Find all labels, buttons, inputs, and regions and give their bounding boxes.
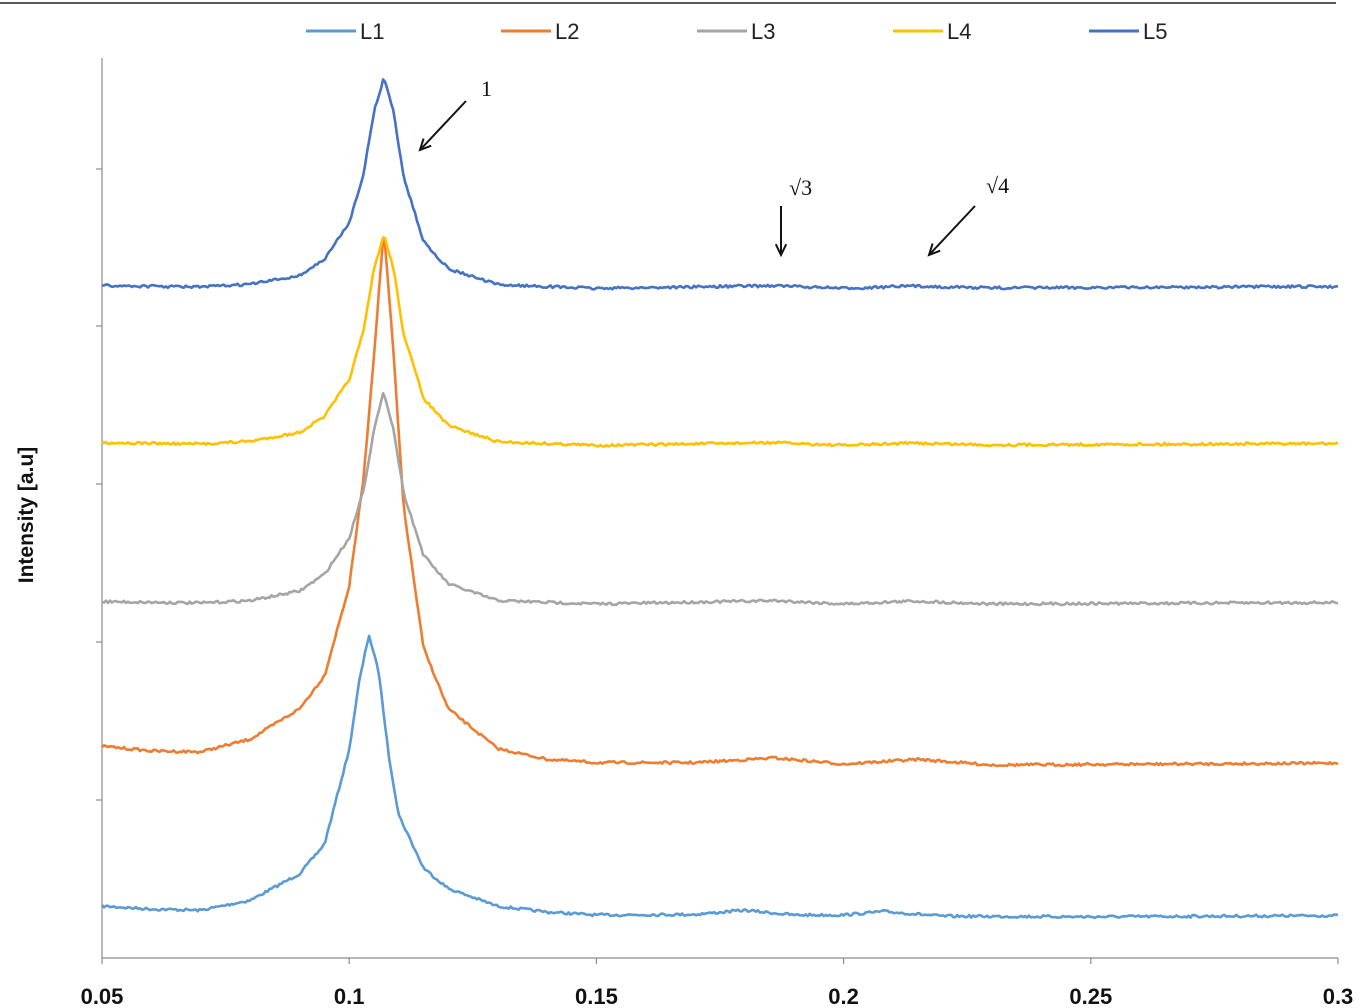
series-line-l4 — [101, 236, 1339, 448]
series-line-l1 — [100, 634, 1339, 920]
legend-label-l2: L2 — [555, 19, 579, 44]
annotation-label: 1 — [481, 76, 492, 101]
annotation-arrow-sqrt4 — [927, 205, 976, 257]
x-tick-label: 0.1 — [334, 984, 365, 1008]
legend: L1 L2 L3 L4 L5 — [306, 19, 1167, 44]
x-tick-label: 0.05 — [81, 984, 124, 1008]
annotation-label: √4 — [986, 173, 1009, 198]
annotation-label: √3 — [789, 175, 812, 200]
annotation-arrow-1 — [418, 100, 467, 152]
annotation-arrow-sqrt3 — [774, 206, 788, 258]
axes: 0.05 0.1 0.15 0.2 0.25 0.3 — [81, 58, 1354, 1008]
legend-label-l3: L3 — [751, 19, 775, 44]
legend-label-l4: L4 — [947, 19, 971, 44]
x-tick-label: 0.2 — [828, 984, 859, 1008]
series-line-l2 — [101, 236, 1339, 768]
y-axis-label: Intensity [a.u] — [15, 447, 38, 584]
series-layer — [100, 78, 1339, 920]
legend-label-l5: L5 — [1143, 19, 1167, 44]
x-tick-label: 0.15 — [575, 984, 618, 1008]
x-tick-label: 0.3 — [1323, 984, 1354, 1008]
series-line-l5 — [101, 78, 1339, 291]
annotations: 1 √3 √4 — [418, 76, 1009, 258]
series-line-l3 — [101, 392, 1339, 607]
x-tick-label: 0.25 — [1069, 984, 1112, 1008]
legend-label-l1: L1 — [360, 19, 384, 44]
